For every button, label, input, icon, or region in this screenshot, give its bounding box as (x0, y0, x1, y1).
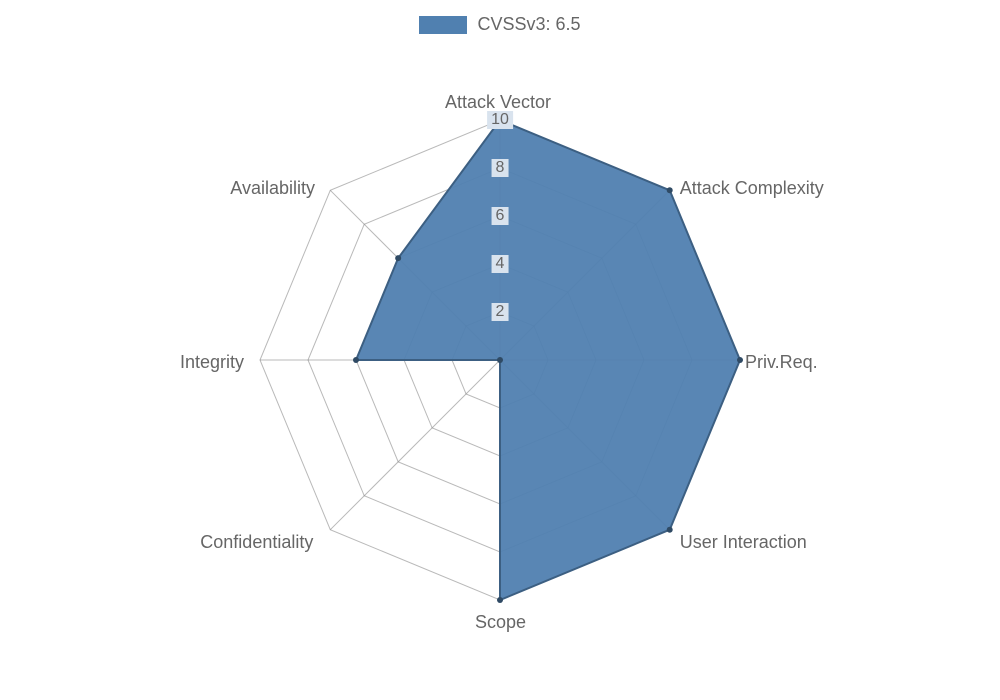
legend-swatch (419, 16, 467, 34)
tick-label: 6 (492, 207, 509, 225)
tick-label: 4 (492, 255, 509, 273)
axis-label: Priv.Req. (745, 352, 818, 373)
chart-legend: CVSSv3: 6.5 (0, 14, 1000, 39)
axis-label: Scope (475, 612, 526, 633)
axis-label: Confidentiality (200, 532, 313, 553)
tick-label: 2 (492, 303, 509, 321)
tick-label: 10 (487, 111, 513, 129)
axis-label: Attack Vector (445, 92, 551, 113)
axis-label: Attack Complexity (680, 178, 824, 199)
legend-label: CVSSv3: 6.5 (477, 14, 580, 35)
axis-label: User Interaction (680, 532, 807, 553)
tick-label: 8 (492, 159, 509, 177)
axis-label: Availability (230, 178, 315, 199)
axis-label: Integrity (180, 352, 244, 373)
